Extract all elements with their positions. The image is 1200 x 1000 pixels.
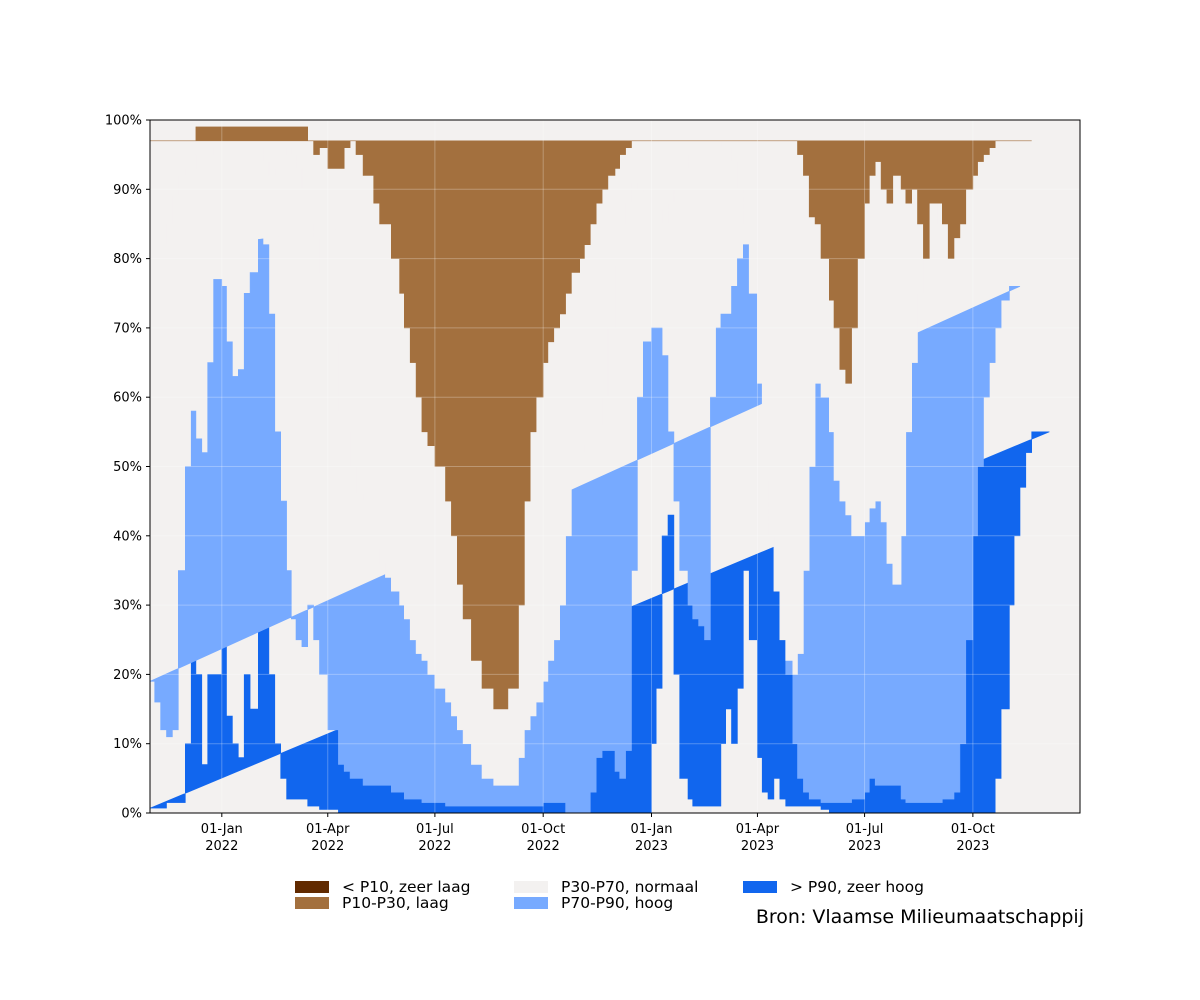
x-tick-year-7: 2023 xyxy=(956,839,989,854)
x-tick-label-4: 01-Jan xyxy=(630,822,672,837)
x-tick-year-4: 2023 xyxy=(635,839,668,854)
x-axis: 01-Jan 2022 01-Apr 2022 01-Jul 2022 01-Oct 2022… xyxy=(201,813,995,854)
legend-label-laag: P10-P30, laag xyxy=(342,894,449,912)
x-tick-year-5: 2023 xyxy=(741,839,774,854)
x-tick-label-1: 01-Apr xyxy=(306,822,350,837)
y-tick-label-2: 20% xyxy=(113,668,142,683)
y-tick-label-1: 10% xyxy=(113,737,142,752)
x-tick-year-6: 2023 xyxy=(848,839,881,854)
legend-label-normaal: P30-P70, normaal xyxy=(561,878,699,896)
x-tick-year-0: 2022 xyxy=(205,839,238,854)
legend-label-zeer-laag: < P10, zeer laag xyxy=(342,878,471,896)
legend-swatch-zeer-hoog xyxy=(743,881,777,893)
y-tick-label-9: 90% xyxy=(113,183,142,198)
legend-item-laag: P10-P30, laag xyxy=(295,894,449,912)
y-tick-label-7: 70% xyxy=(113,321,142,336)
x-tick-label-2: 01-Jul xyxy=(416,822,454,837)
legend-swatch-laag xyxy=(295,897,329,909)
area-series-normaal xyxy=(149,140,1026,786)
y-tick-label-5: 50% xyxy=(113,460,142,475)
x-tick-year-1: 2022 xyxy=(311,839,344,854)
area-series-hoog xyxy=(149,237,1021,814)
y-tick-label-0: 0% xyxy=(121,807,142,822)
y-tick-label-3: 30% xyxy=(113,599,142,614)
x-tick-year-2: 2022 xyxy=(418,839,451,854)
legend-item-hoog: P70-P90, hoog xyxy=(514,894,674,912)
x-tick-label-7: 01-Oct xyxy=(951,822,995,837)
x-tick-year-3: 2022 xyxy=(527,839,560,854)
y-axis: 0% 10% 20% 30% 40% 50% 60% 70% 80% 90% 100% xyxy=(105,114,150,822)
x-tick-label-5: 01-Apr xyxy=(736,822,780,837)
y-tick-label-4: 40% xyxy=(113,529,142,544)
source-caption: Bron: Vlaamse Milieumaatschappij xyxy=(755,906,1084,928)
legend-label-zeer-hoog: > P90, zeer hoog xyxy=(790,878,924,896)
legend: < P10, zeer laag P10-P30, laag P30-P70, … xyxy=(295,878,975,915)
area-series-laag xyxy=(150,126,1032,710)
legend-item-zeer-hoog: > P90, zeer hoog xyxy=(743,878,924,896)
legend-label-hoog: P70-P90, hoog xyxy=(561,894,674,912)
x-tick-label-0: 01-Jan xyxy=(201,822,243,837)
legend-swatch-hoog xyxy=(514,897,548,909)
legend-swatch-normaal xyxy=(514,881,548,893)
x-tick-label-6: 01-Jul xyxy=(846,822,884,837)
x-tick-label-3: 01-Oct xyxy=(521,822,565,837)
legend-swatch-zeer-laag xyxy=(295,881,329,893)
y-tick-label-6: 60% xyxy=(113,391,142,406)
y-tick-label-10: 100% xyxy=(105,114,142,129)
legend-item-zeer-laag: < P10, zeer laag xyxy=(295,878,471,896)
legend-item-normaal: P30-P70, normaal xyxy=(514,878,699,896)
y-tick-label-8: 80% xyxy=(113,252,142,267)
area-series-group xyxy=(149,119,1080,814)
